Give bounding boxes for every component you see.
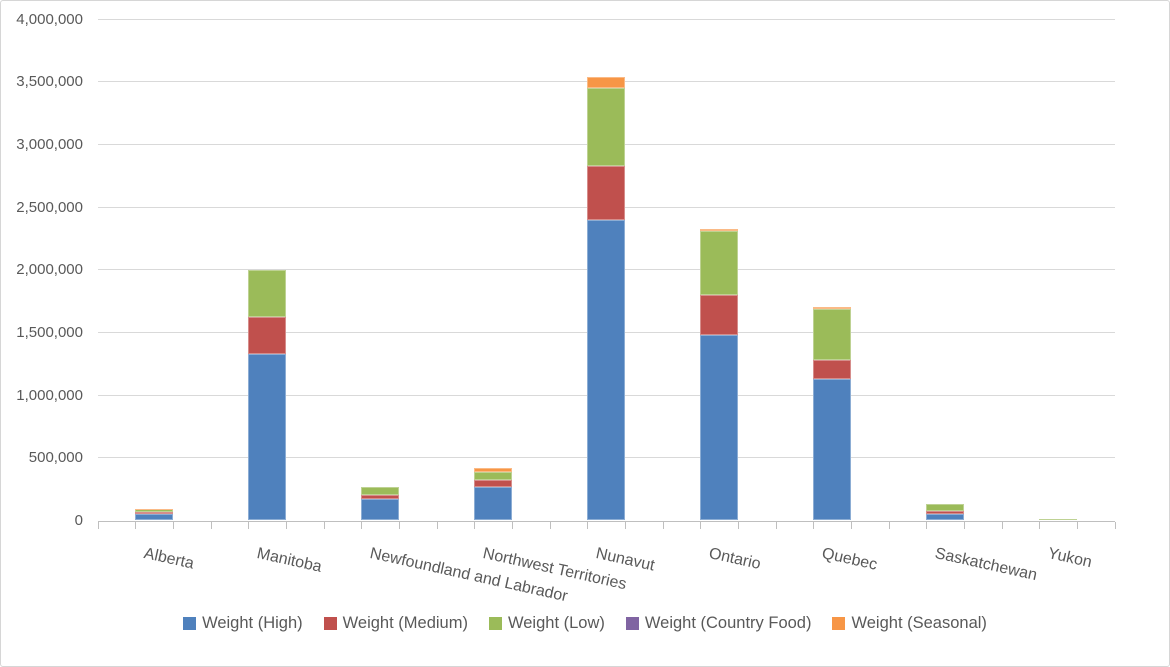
x-axis-tick [285, 521, 287, 529]
bar-segment [926, 504, 964, 512]
x-axis-category-label: Ontario [707, 544, 763, 573]
x-axis-tick [963, 521, 965, 529]
x-axis-tick [1114, 521, 1116, 529]
legend-label: Weight (Low) [507, 614, 605, 632]
bar-segment [474, 468, 512, 472]
x-axis-category-label: Nunavut [594, 544, 657, 574]
x-axis-tick [624, 521, 626, 529]
bar-segment [926, 511, 964, 515]
legend-item: Weight (Low) [488, 613, 605, 633]
x-axis-tick [850, 521, 852, 529]
x-axis-tick [172, 521, 174, 529]
bar-segment [700, 229, 738, 231]
x-axis-tick [926, 521, 928, 529]
x-axis-tick [775, 521, 777, 529]
bar-segment [587, 87, 625, 166]
bar-segment [813, 378, 851, 521]
bar-segment [248, 269, 286, 318]
legend-swatch-icon [832, 616, 846, 630]
x-axis-tick [549, 521, 551, 529]
legend-label: Weight (High) [202, 614, 303, 632]
gridline [97, 18, 1115, 20]
x-axis-category-label: Saskatchewan [933, 544, 1039, 584]
bar-segment [1039, 518, 1077, 520]
bar-segment [361, 495, 399, 499]
legend-swatch-icon [488, 616, 502, 630]
legend-swatch-icon [183, 616, 197, 630]
bar-segment [248, 353, 286, 521]
legend-item: Weight (Country Food) [625, 613, 812, 633]
x-axis-category-label: Manitoba [255, 544, 324, 576]
bar-segment [700, 294, 738, 335]
x-axis-tick [888, 521, 890, 529]
bar-segment [248, 317, 286, 354]
x-axis-tick [700, 521, 702, 529]
x-axis-tick [398, 521, 400, 529]
bar-segment [135, 508, 173, 510]
x-axis-tick [813, 521, 815, 529]
bar-segment [474, 471, 512, 481]
x-axis-tick [97, 521, 99, 529]
legend-item: Weight (High) [183, 613, 303, 633]
bar-segment [926, 514, 964, 521]
x-axis-category-label: Newfoundland and Labrador [368, 544, 570, 605]
x-axis-tick [135, 521, 137, 529]
legend-item: Weight (Medium) [323, 613, 468, 633]
bar-segment [135, 514, 173, 521]
bar-segment [813, 360, 851, 379]
x-axis-tick [1039, 521, 1041, 529]
bar-segment [474, 480, 512, 487]
x-axis-tick [1001, 521, 1003, 529]
legend-item: Weight (Seasonal) [832, 613, 987, 633]
bar-segment [700, 334, 738, 521]
bar-segment [135, 508, 173, 513]
bar-segment [361, 498, 399, 521]
x-axis-tick [436, 521, 438, 529]
x-axis-tick [210, 521, 212, 529]
y-axis-tick-label: 0 [74, 512, 83, 529]
y-axis-tick-label: 2,500,000 [16, 198, 83, 216]
x-axis-category-label: Alberta [142, 544, 196, 573]
legend-label: Weight (Country Food) [644, 614, 812, 632]
legend-label: Weight (Medium) [342, 614, 468, 632]
bar-segment [1039, 519, 1077, 521]
legend-label: Weight (Seasonal) [851, 614, 987, 632]
y-axis-tick-label: 3,000,000 [16, 135, 83, 153]
x-axis-category-label: Yukon [1046, 544, 1094, 571]
bar-segment [135, 512, 173, 515]
x-axis-line [97, 520, 1115, 522]
bar-segment [700, 230, 738, 295]
x-axis-tick [511, 521, 513, 529]
x-axis-tick [323, 521, 325, 529]
chart-legend: Weight (High) Weight (Medium) Weight (Low)… [1, 613, 1169, 633]
x-axis-tick [1076, 521, 1078, 529]
y-axis-tick-label: 1,000,000 [16, 386, 83, 404]
bar-segment [587, 77, 625, 88]
bar-segment [587, 219, 625, 521]
y-axis-tick-label: 4,000,000 [16, 10, 83, 28]
legend-swatch-icon [323, 616, 337, 630]
bar-segment [587, 165, 625, 220]
bar-segment [813, 309, 851, 360]
x-axis-category-label: Quebec [820, 544, 879, 574]
x-axis-tick [361, 521, 363, 529]
y-axis-tick-label: 3,500,000 [16, 73, 83, 91]
y-axis-tick-label: 500,000 [28, 449, 83, 467]
y-axis-tick-label: 1,500,000 [16, 323, 83, 341]
x-axis-tick [662, 521, 664, 529]
legend-swatch-icon [625, 616, 639, 630]
x-axis-tick [248, 521, 250, 529]
bar-segment [474, 486, 512, 521]
x-axis-tick [474, 521, 476, 529]
bar-segment [361, 487, 399, 496]
x-axis-tick [587, 521, 589, 529]
x-axis-tick [737, 521, 739, 529]
bar-segment [813, 306, 851, 310]
y-axis-tick-label: 2,000,000 [16, 261, 83, 279]
